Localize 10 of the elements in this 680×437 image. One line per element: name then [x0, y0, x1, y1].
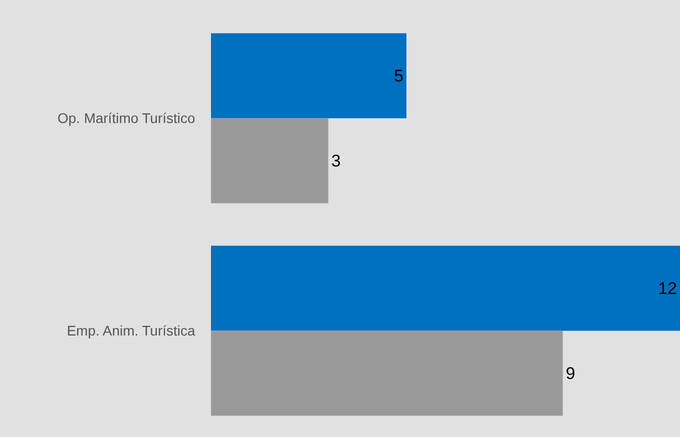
y-tick-label: Emp. Anim. Turística: [66, 322, 196, 339]
bar: [211, 118, 328, 204]
data-label: 5: [394, 66, 404, 86]
data-label: 9: [566, 364, 576, 383]
bar: [211, 330, 563, 416]
y-tick-label: Op. Marítimo Turístico: [57, 110, 196, 126]
data-label: 12: [658, 278, 677, 298]
bar: [211, 246, 680, 331]
bar: [211, 33, 406, 118]
data-label: 3: [331, 151, 341, 170]
